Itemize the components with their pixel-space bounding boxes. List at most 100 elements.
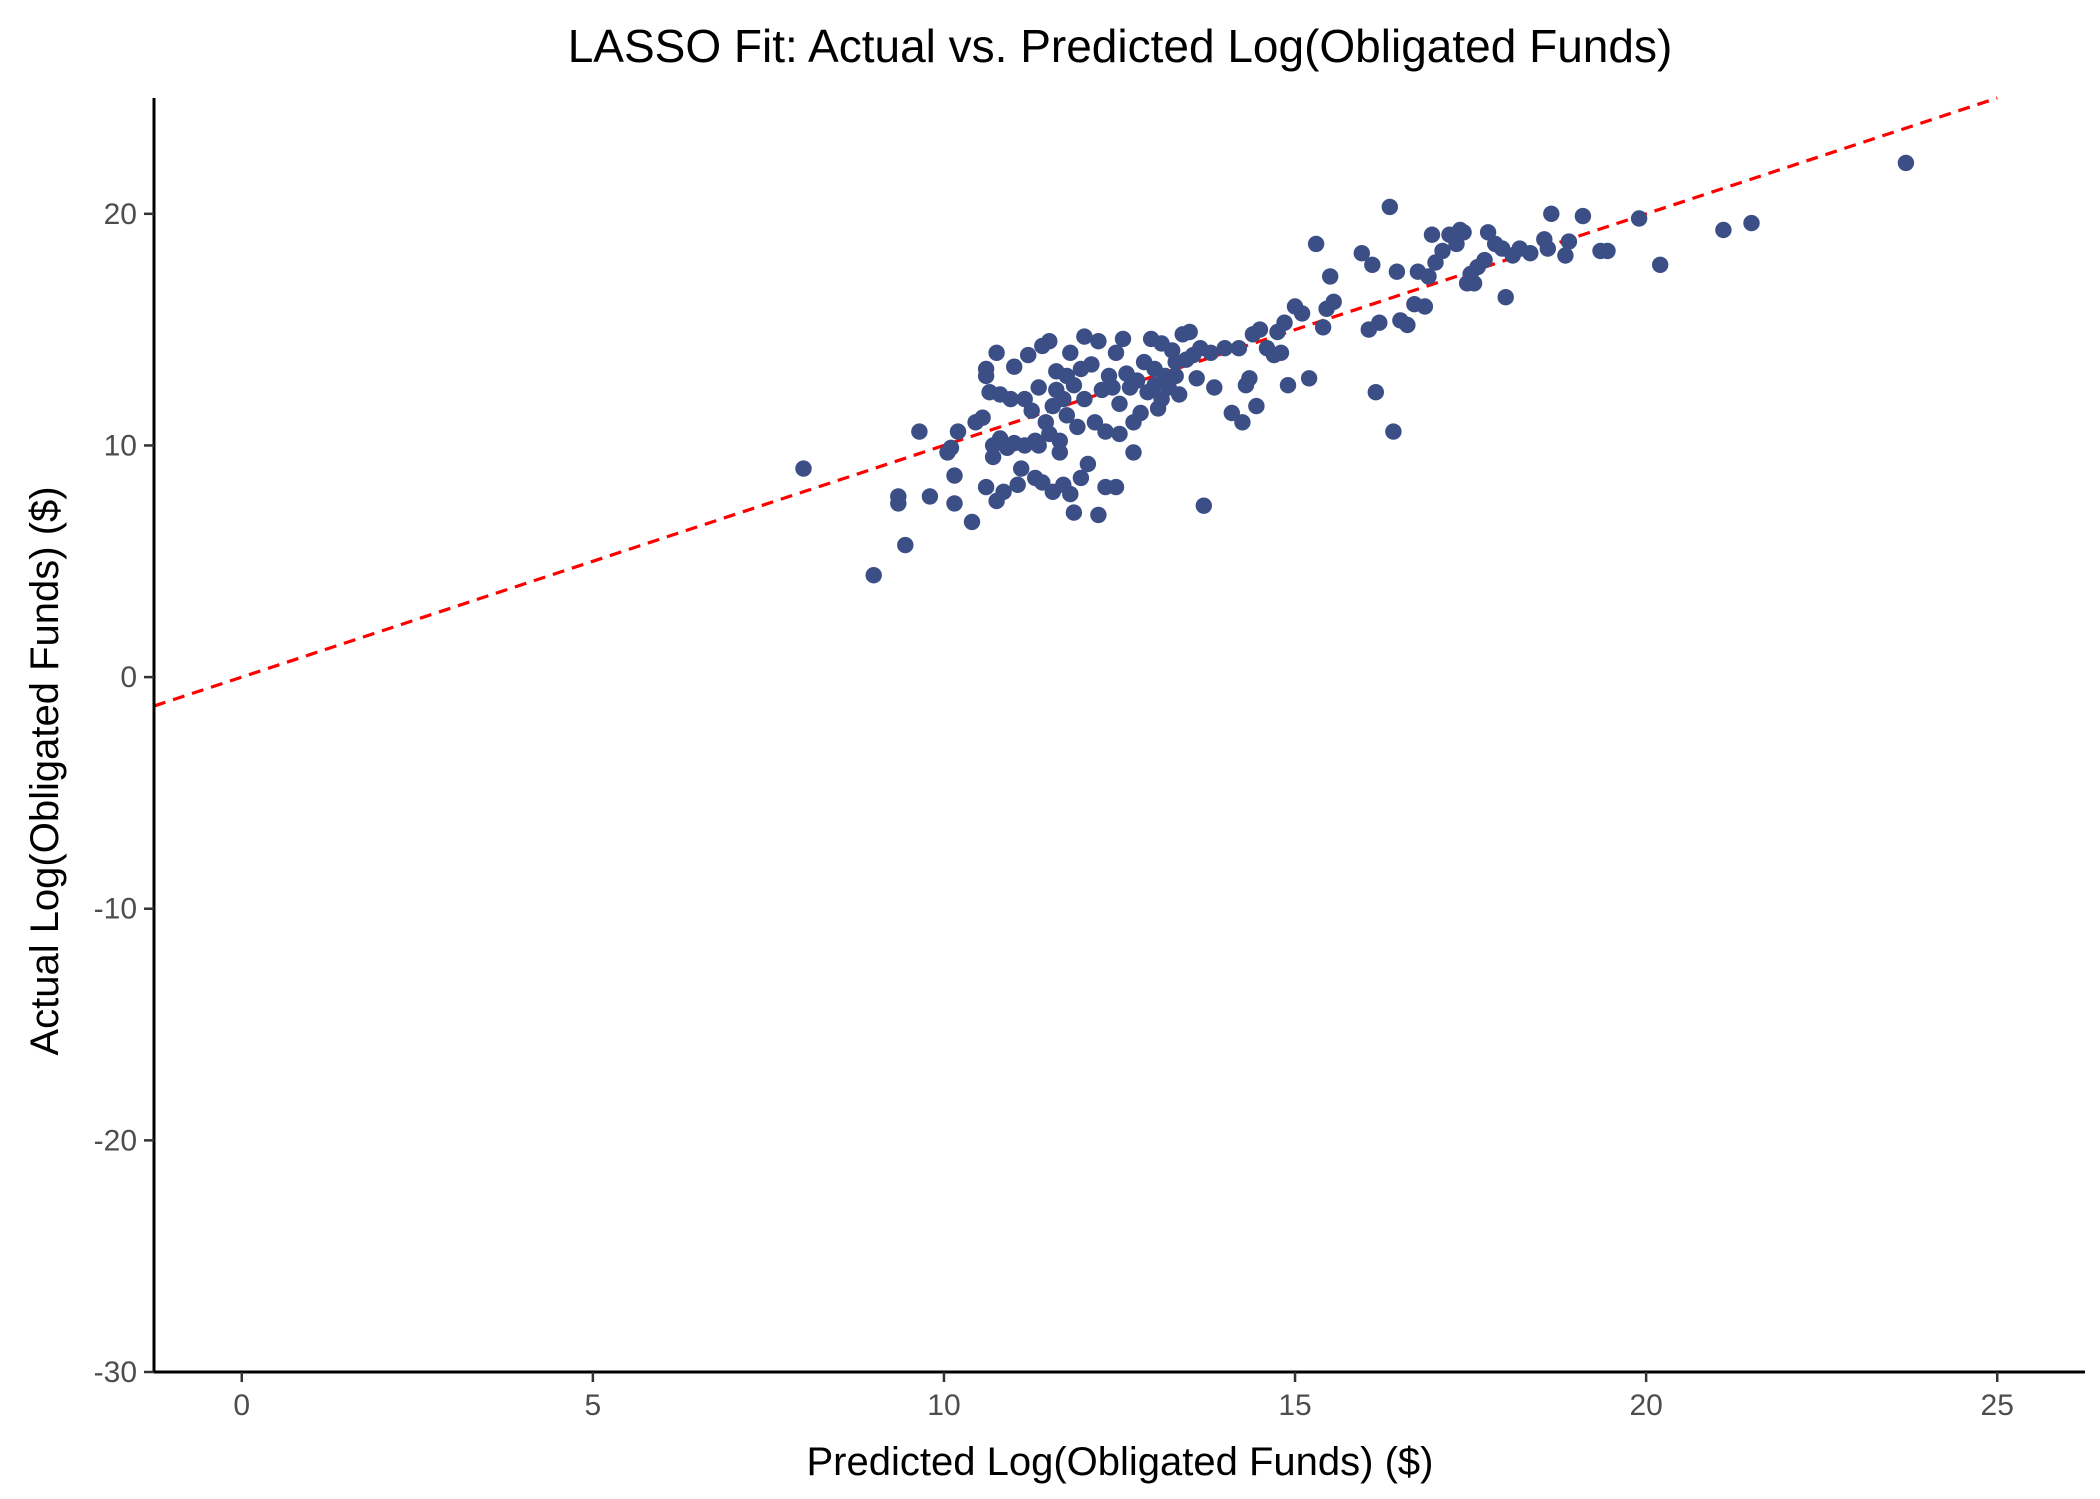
- data-point: [911, 423, 928, 440]
- data-point: [1416, 298, 1434, 315]
- y-tick-label: -20: [94, 1124, 137, 1157]
- data-point: [1423, 226, 1441, 243]
- y-tick-label: 10: [104, 429, 137, 462]
- data-point: [946, 467, 963, 484]
- data-point: [1188, 370, 1205, 387]
- reference-line-layer: [153, 96, 1998, 708]
- data-point: [1097, 423, 1114, 440]
- data-point: [1111, 395, 1128, 412]
- data-point: [1125, 444, 1142, 461]
- data-point: [1539, 240, 1557, 257]
- data-point: [1153, 390, 1170, 408]
- data-point: [1090, 506, 1107, 524]
- data-point: [1399, 316, 1416, 334]
- data-point: [1216, 340, 1234, 357]
- data-point: [946, 495, 963, 512]
- y-axis-ticks: -30 -20 -10 0 10 20: [94, 198, 154, 1389]
- reference-line: [153, 96, 1998, 708]
- data-point: [1023, 402, 1040, 419]
- data-point: [1371, 314, 1388, 331]
- data-point: [1353, 245, 1371, 262]
- y-tick-label: -10: [94, 893, 137, 926]
- data-point: [1230, 340, 1248, 357]
- data-point: [1293, 305, 1311, 322]
- data-point: [1476, 251, 1493, 269]
- data-point: [1030, 437, 1047, 454]
- data-point: [1006, 358, 1023, 375]
- data-point: [1114, 330, 1132, 348]
- data-point: [1181, 323, 1198, 341]
- data-point: [1041, 333, 1058, 350]
- data-point: [1044, 397, 1062, 415]
- data-point: [1420, 268, 1437, 285]
- data-point: [1322, 268, 1339, 285]
- data-point: [1107, 478, 1125, 496]
- data-point: [1497, 289, 1514, 306]
- x-tick-label: 15: [1278, 1389, 1311, 1422]
- data-point: [1083, 356, 1100, 373]
- data-point: [995, 483, 1012, 500]
- data-point: [1276, 314, 1293, 331]
- data-point: [1388, 263, 1406, 280]
- data-point: [1574, 207, 1592, 225]
- data-point: [1034, 474, 1051, 491]
- data-point: [1076, 390, 1093, 408]
- data-point: [1090, 333, 1107, 350]
- data-point: [1086, 414, 1104, 431]
- data-point: [1364, 256, 1381, 273]
- data-point: [1104, 379, 1121, 396]
- data-point: [1111, 425, 1128, 443]
- data-point: [1072, 469, 1090, 487]
- data-point: [1167, 367, 1184, 385]
- data-point: [1107, 344, 1125, 361]
- data-point: [1314, 319, 1332, 336]
- data-point: [1434, 242, 1451, 260]
- data-point: [1069, 418, 1086, 436]
- data-point: [977, 367, 995, 385]
- data-point: [1065, 377, 1083, 394]
- data-point: [1381, 198, 1399, 216]
- data-point: [1076, 328, 1093, 345]
- data-point: [1557, 247, 1574, 264]
- data-point: [1002, 390, 1019, 408]
- data-point: [1062, 344, 1079, 361]
- data-point: [1241, 370, 1258, 387]
- data-point: [1251, 321, 1269, 338]
- x-tick-label: 5: [585, 1389, 602, 1422]
- data-point: [1206, 379, 1223, 396]
- data-point: [1455, 224, 1472, 241]
- data-point: [1715, 221, 1732, 239]
- data-point: [1385, 423, 1402, 440]
- data-point: [1272, 344, 1290, 361]
- data-point: [921, 488, 939, 505]
- x-tick-label: 10: [927, 1389, 960, 1422]
- x-tick-label: 0: [233, 1389, 250, 1422]
- data-point: [1132, 404, 1149, 422]
- data-point: [1465, 275, 1483, 292]
- data-point: [1051, 444, 1069, 461]
- y-tick-label: 0: [120, 661, 137, 694]
- x-axis-ticks: 0 5 10 15 20 25: [233, 1372, 2014, 1422]
- x-tick-label: 20: [1629, 1389, 1662, 1422]
- data-point: [984, 448, 1002, 466]
- data-point: [1234, 414, 1251, 431]
- chart-title: LASSO Fit: Actual vs. Predicted Log(Obli…: [568, 20, 1673, 72]
- data-point: [1079, 455, 1097, 473]
- data-point: [1367, 384, 1385, 401]
- data-point: [897, 536, 914, 554]
- data-point: [1522, 245, 1539, 262]
- data-point: [1062, 485, 1079, 503]
- data-point: [1897, 154, 1915, 172]
- x-tick-label: 25: [1981, 1389, 2014, 1422]
- y-tick-label: -30: [94, 1356, 137, 1389]
- data-point: [1743, 214, 1760, 232]
- y-tick-label: 20: [104, 198, 137, 231]
- x-axis-title: Predicted Log(Obligated Funds) ($): [807, 1440, 1434, 1484]
- data-point: [1128, 372, 1146, 389]
- data-point: [1599, 242, 1616, 260]
- data-point: [1560, 233, 1578, 250]
- data-point: [1248, 397, 1265, 415]
- data-point: [1630, 210, 1648, 227]
- data-point: [1058, 407, 1076, 424]
